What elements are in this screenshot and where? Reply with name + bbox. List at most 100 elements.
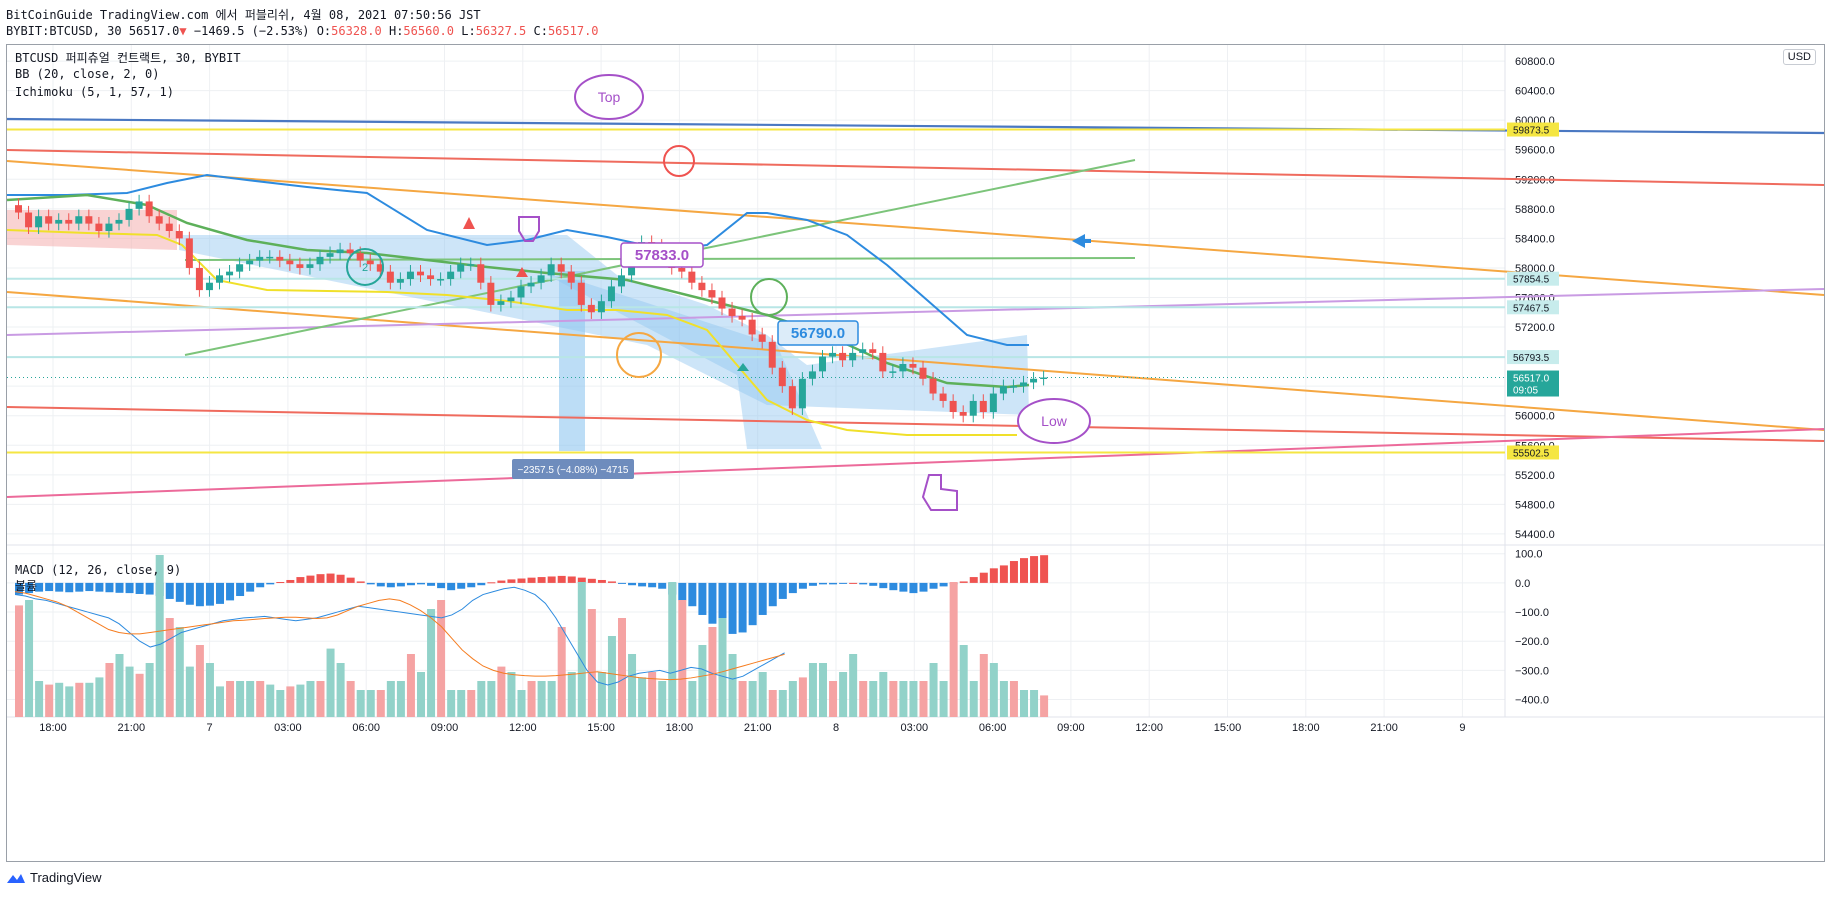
macd-histogram-bar: [477, 582, 486, 586]
macd-histogram-bar: [939, 582, 948, 587]
candle-body: [698, 282, 706, 291]
volume-bar: [195, 645, 204, 717]
speech-bubble-number: 2: [362, 262, 368, 274]
candle-body: [467, 264, 475, 266]
candle-body: [276, 256, 284, 261]
time-tick-label: 18:00: [39, 722, 67, 734]
volume-bar: [688, 681, 697, 717]
volume-bar: [75, 682, 84, 717]
candle-body: [567, 271, 575, 283]
volume-bar: [487, 681, 496, 717]
volume-bar: [356, 690, 365, 717]
macd-histogram-bar: [979, 572, 988, 583]
candle-body: [597, 301, 605, 313]
macd-histogram-bar: [597, 579, 606, 583]
candle-body: [226, 271, 234, 276]
macd-histogram-bar: [829, 582, 838, 585]
footer-brand[interactable]: TradingView: [30, 870, 102, 885]
macd-histogram-bar: [859, 582, 868, 585]
volume-bar: [557, 627, 566, 717]
macd-line: [14, 586, 785, 686]
macd-histogram-bar: [145, 582, 154, 595]
candle-body: [386, 271, 394, 283]
candle-body: [1030, 378, 1038, 383]
candle-body: [889, 371, 897, 373]
macd-histogram-bar: [527, 577, 536, 583]
price-tick-label: 54800.0: [1515, 499, 1555, 511]
candle-body: [859, 349, 867, 353]
candle-body: [768, 341, 776, 368]
macd-histogram-bar: [748, 582, 757, 626]
legend-volume[interactable]: 볼륨: [15, 579, 38, 593]
volume-bar: [507, 672, 516, 717]
down-arrow-icon: ▼: [179, 24, 187, 38]
macd-histogram-bar: [919, 582, 928, 592]
candle-body: [909, 363, 917, 368]
legend-bb[interactable]: BB (20, close, 2, 0): [15, 67, 160, 81]
volume-bar: [527, 681, 536, 717]
currency-button[interactable]: USD: [1782, 49, 1816, 65]
time-tick-label: 06:00: [352, 722, 380, 734]
macd-histogram-bar: [336, 574, 345, 583]
candle-body: [618, 275, 625, 287]
volume-bar: [547, 681, 556, 717]
macd-histogram-bar: [929, 582, 938, 589]
candle-body: [366, 260, 374, 265]
volume-bar: [597, 672, 606, 717]
time-tick-label: 12:00: [1135, 722, 1163, 734]
candle-body: [205, 282, 213, 291]
volume-bar: [457, 690, 466, 717]
trend-line-pink: [7, 428, 1824, 498]
macd-histogram-bar: [437, 582, 446, 589]
macd-histogram-bar: [95, 582, 104, 592]
candle-body: [1020, 382, 1027, 387]
price-tick-label: 57200.0: [1515, 322, 1555, 334]
volume-bar: [135, 673, 144, 717]
measure-label: −2357.5 (−4.08%) −4715: [518, 465, 629, 476]
volume-bar: [276, 690, 285, 717]
candle-body: [346, 249, 354, 254]
volume-bar: [698, 645, 707, 717]
macd-histogram-bar: [1030, 556, 1039, 583]
volume-bar: [808, 663, 817, 717]
legend-macd[interactable]: MACD (12, 26, close, 9): [15, 563, 182, 577]
candle-body: [336, 249, 344, 254]
macd-histogram-bar: [55, 582, 64, 592]
volume-bar: [25, 600, 34, 717]
chart-area[interactable]: 60800.060400.060000.059600.059200.058800…: [6, 44, 1825, 862]
volume-bar: [648, 672, 657, 717]
volume-bar: [266, 684, 275, 717]
macd-histogram-bar: [819, 582, 827, 585]
volume-bar: [758, 672, 767, 717]
candle-body: [808, 371, 816, 379]
candle-body: [75, 216, 83, 224]
macd-histogram-bar: [688, 582, 697, 607]
publish-info: BitCoinGuide TradingView.com 에서 퍼블리쉬, 4월…: [6, 8, 481, 22]
volume-bar: [969, 681, 978, 717]
volume-bar: [205, 663, 214, 717]
volume-bar: [316, 681, 325, 717]
candle-body: [537, 275, 545, 283]
smiley-face-icon: [663, 145, 695, 177]
macd-histogram-bar: [999, 565, 1008, 583]
volume-bar: [226, 681, 235, 717]
macd-histogram-bar: [85, 582, 94, 592]
price-chart-svg[interactable]: 60800.060400.060000.059600.059200.058800…: [7, 45, 1824, 861]
volume-bar: [55, 682, 64, 717]
macd-histogram-bar: [708, 582, 717, 624]
candle-body: [15, 205, 22, 213]
time-tick-label: 09:00: [431, 722, 459, 734]
volume-bar: [587, 609, 596, 717]
candle-body: [819, 356, 826, 372]
candle-body: [778, 367, 786, 387]
time-tick-label: 21:00: [744, 722, 772, 734]
volume-bar: [638, 677, 647, 717]
volume-bar: [999, 681, 1008, 717]
legend-ichimoku[interactable]: Ichimoku (5, 1, 57, 1): [15, 85, 174, 99]
trend-line-purple: [7, 288, 1824, 336]
candle-body: [979, 400, 987, 413]
volume-bar: [618, 618, 626, 717]
time-tick-label: 8: [833, 722, 839, 734]
macd-histogram-bar: [738, 582, 747, 633]
legend-title[interactable]: BTCUSD 퍼피츄얼 컨트랙트, 30, BYBIT: [15, 51, 241, 65]
